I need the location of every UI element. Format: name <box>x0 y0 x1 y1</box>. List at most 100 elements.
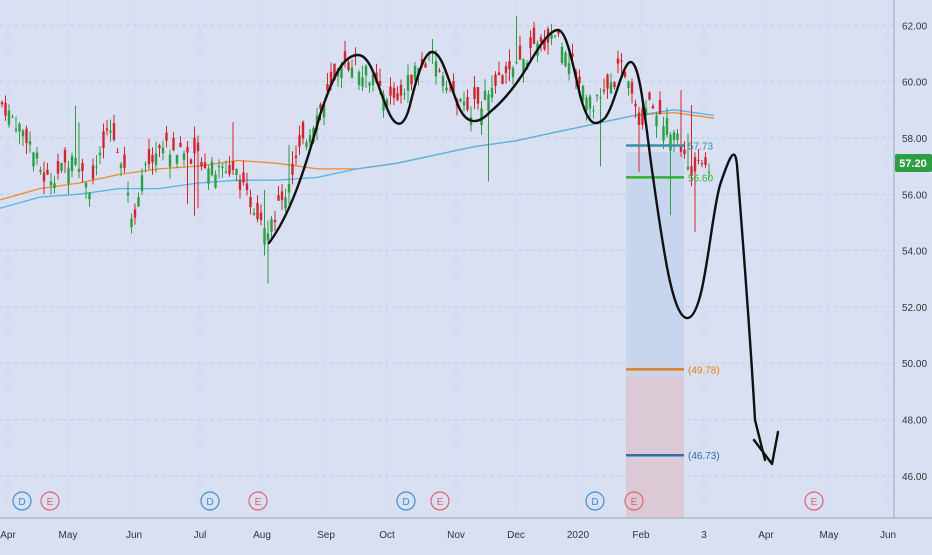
candle-body <box>483 90 487 100</box>
candle-body <box>347 62 350 71</box>
candle-body <box>340 64 343 78</box>
candle-body <box>497 72 501 76</box>
level-label: (49.78) <box>688 365 720 376</box>
candle-body <box>228 164 231 175</box>
candle <box>4 95 7 121</box>
candle <box>434 50 438 85</box>
candle-body <box>130 218 133 228</box>
candle-body <box>7 110 11 125</box>
candle-body <box>602 89 606 92</box>
candle <box>137 192 140 208</box>
candle-body <box>95 166 98 168</box>
candle <box>14 116 18 134</box>
candle <box>683 141 686 159</box>
event-marker-label: D <box>591 497 598 508</box>
candle-body <box>63 149 67 163</box>
candle-body <box>452 81 455 93</box>
candle-body <box>53 183 56 188</box>
candle-body <box>700 163 704 165</box>
candle-body <box>361 77 364 87</box>
candle-body <box>564 52 567 67</box>
candle-body <box>378 80 382 86</box>
candle <box>462 91 466 112</box>
candle-body <box>189 159 193 164</box>
candle <box>476 86 480 110</box>
earnings-marker[interactable]: E <box>248 491 268 511</box>
dividend-marker[interactable]: D <box>12 491 32 511</box>
y-tick-label: 58.00 <box>902 134 927 145</box>
drawn-arrow-head <box>752 430 780 466</box>
candle-body <box>686 166 690 170</box>
candle <box>249 189 252 215</box>
candle <box>700 160 704 168</box>
candle-body <box>280 191 284 201</box>
candle <box>224 160 228 175</box>
event-marker-circle <box>585 491 605 511</box>
candle-body <box>441 75 445 87</box>
earnings-marker[interactable]: E <box>804 491 824 511</box>
candle-body <box>672 132 676 141</box>
candle <box>662 116 665 150</box>
candle-body <box>88 192 91 200</box>
candle-body <box>214 174 217 188</box>
candle-body <box>179 142 182 147</box>
candle <box>350 59 354 80</box>
earnings-marker[interactable]: E <box>430 491 450 511</box>
candle <box>88 192 91 207</box>
candle <box>371 71 375 92</box>
candle-body <box>648 92 651 100</box>
candle-body <box>224 171 228 173</box>
candle-body <box>56 161 60 174</box>
candle <box>305 139 308 151</box>
candle <box>147 138 151 170</box>
candle <box>46 162 49 175</box>
candle-body <box>434 61 438 77</box>
candle-body <box>630 82 634 94</box>
candle <box>231 122 235 176</box>
candle <box>67 160 70 195</box>
candle-body <box>403 93 406 95</box>
candle-body <box>151 154 154 163</box>
candle <box>490 75 494 103</box>
candle-body <box>28 141 32 145</box>
candle-body <box>508 61 511 70</box>
time-axis[interactable]: Apr May Jun Jul Aug Sep Oct Nov Dec 2020 Feb 3 Apr Ma… <box>0 530 896 541</box>
candle-body <box>259 212 263 221</box>
price-axis[interactable]: 46.00 48.00 50.00 52.00 54.00 56.00 58.00 60.00… <box>902 21 927 482</box>
candle-body <box>32 152 35 167</box>
candle-body <box>263 228 266 245</box>
dividend-marker[interactable]: D <box>585 491 605 511</box>
event-marker-label: D <box>18 497 25 508</box>
candle-body <box>420 59 424 66</box>
x-tick-label: May <box>820 530 839 541</box>
candle <box>28 131 32 153</box>
dividend-marker[interactable]: D <box>396 491 416 511</box>
candle <box>32 151 35 172</box>
candle-body <box>242 172 245 183</box>
candle-body <box>567 63 571 74</box>
candle <box>651 103 655 110</box>
candle <box>595 93 599 102</box>
x-tick-label: Aug <box>253 530 271 541</box>
earnings-marker[interactable]: E <box>624 491 644 511</box>
candle-body <box>133 209 137 218</box>
candle-body <box>616 58 620 64</box>
candle-body <box>196 142 200 152</box>
candle <box>70 152 74 178</box>
y-tick-label: 50.00 <box>902 359 927 370</box>
candle <box>98 146 102 165</box>
candle-body <box>606 74 609 89</box>
candle-body <box>410 74 413 85</box>
candle <box>291 151 294 185</box>
candle <box>438 67 441 73</box>
candle-body <box>287 184 291 193</box>
dividend-marker[interactable]: D <box>200 491 220 511</box>
candle-body <box>641 108 644 125</box>
candle-body <box>168 154 172 167</box>
candle-body <box>46 169 49 175</box>
candle <box>368 81 371 93</box>
x-tick-label: Feb <box>632 530 650 541</box>
candle-body <box>599 97 602 99</box>
earnings-marker[interactable]: E <box>40 491 60 511</box>
